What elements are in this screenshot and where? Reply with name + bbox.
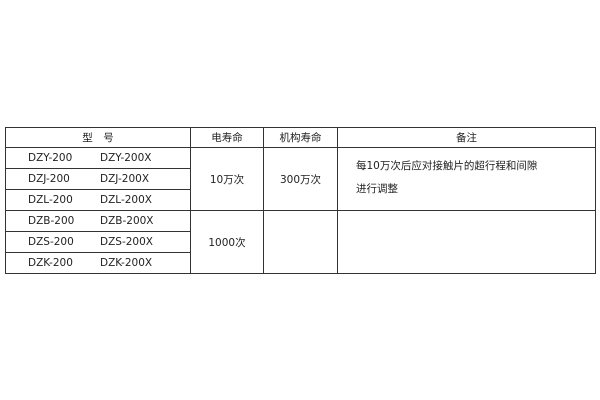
specs-table: 型 号 电寿命 机构寿命 备注 DZY-200 DZY-200X 10万次 300… bbox=[5, 127, 596, 274]
header-mechanical-life: 机构寿命 bbox=[263, 127, 338, 148]
header-row: 型 号 电寿命 机构寿命 备注 bbox=[5, 127, 596, 148]
model-cell: DZB-200 DZB-200X bbox=[5, 210, 191, 232]
table-row: DZB-200 DZB-200X 1000次 bbox=[5, 210, 596, 274]
table-row: DZK-200 DZK-200X bbox=[5, 252, 596, 274]
note-cell bbox=[337, 210, 596, 274]
mechanical-life-cell bbox=[263, 210, 338, 274]
model-cell: DZL-200 DZL-200X bbox=[5, 189, 191, 211]
model-b: DZS-200X bbox=[100, 236, 153, 248]
model-b: DZB-200X bbox=[100, 215, 154, 227]
model-cell: DZK-200 DZK-200X bbox=[5, 252, 191, 274]
header-model: 型 号 bbox=[5, 127, 191, 148]
model-a: DZY-200 bbox=[28, 152, 73, 164]
model-cell: DZJ-200 DZJ-200X bbox=[5, 168, 191, 190]
electrical-life-cell: 1000次 bbox=[190, 210, 264, 274]
table-row: DZL-200 DZL-200X bbox=[5, 189, 596, 211]
table-row: DZY-200 DZY-200X 10万次 300万次 每10万次后应对接触片的超… bbox=[5, 147, 596, 211]
mechanical-life-cell: 300万次 bbox=[263, 147, 338, 211]
note-line: 每10万次后应对接触片的超行程和间隙 bbox=[356, 160, 538, 172]
header-note: 备注 bbox=[337, 127, 596, 148]
electrical-life-cell: 10万次 bbox=[190, 147, 264, 211]
header-electrical-life: 电寿命 bbox=[190, 127, 264, 148]
model-b: DZY-200X bbox=[100, 152, 152, 164]
model-cell: DZY-200 DZY-200X bbox=[5, 147, 191, 169]
note-cell: 每10万次后应对接触片的超行程和间隙 进行调整 bbox=[337, 147, 596, 211]
model-a: DZB-200 bbox=[28, 215, 75, 227]
model-b: DZL-200X bbox=[100, 194, 152, 206]
note-line: 进行调整 bbox=[356, 183, 398, 195]
model-a: DZS-200 bbox=[28, 236, 74, 248]
model-b: DZJ-200X bbox=[100, 173, 150, 185]
model-a: DZL-200 bbox=[28, 194, 73, 206]
model-cell: DZS-200 DZS-200X bbox=[5, 231, 191, 253]
model-a: DZJ-200 bbox=[28, 173, 70, 185]
model-b: DZK-200X bbox=[100, 257, 153, 269]
model-a: DZK-200 bbox=[28, 257, 73, 269]
